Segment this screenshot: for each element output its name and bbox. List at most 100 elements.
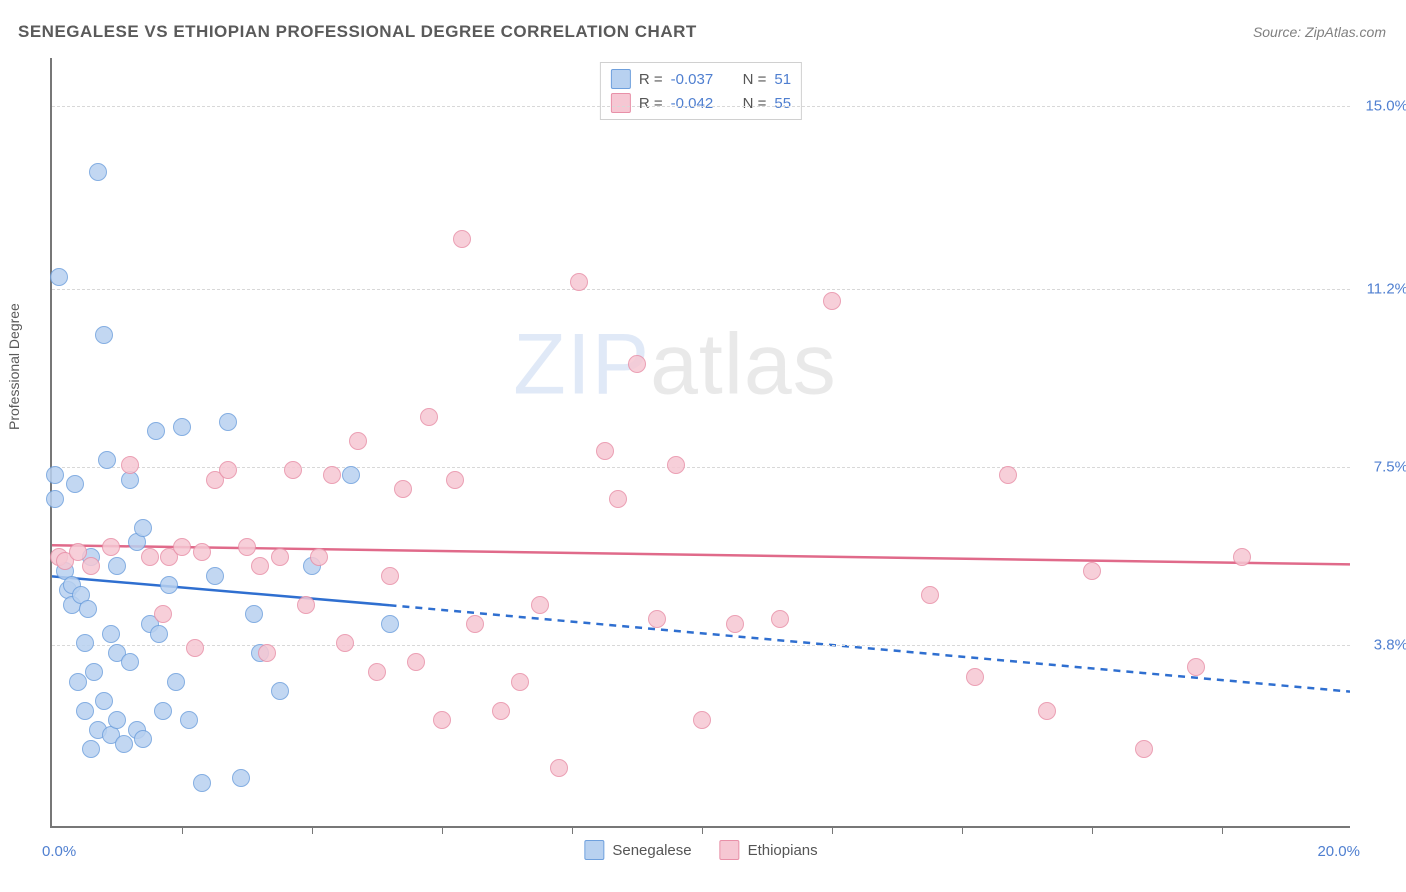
x-tick: [1092, 826, 1093, 834]
scatter-point: [999, 466, 1017, 484]
legend-row: R =-0.042N =55: [611, 91, 791, 115]
scatter-point: [628, 355, 646, 373]
scatter-point: [102, 625, 120, 643]
scatter-point: [466, 615, 484, 633]
scatter-point: [115, 735, 133, 753]
legend-swatch: [720, 840, 740, 860]
scatter-point: [121, 653, 139, 671]
watermark-atlas: atlas: [650, 317, 837, 413]
scatter-point: [82, 557, 100, 575]
x-axis-max-label: 20.0%: [1317, 843, 1360, 860]
scatter-point: [121, 456, 139, 474]
r-label: R =: [639, 71, 663, 88]
x-tick: [702, 826, 703, 834]
trend-line: [389, 605, 1350, 691]
y-tick-label: 11.2%: [1367, 281, 1406, 298]
scatter-point: [966, 668, 984, 686]
scatter-point: [95, 692, 113, 710]
scatter-point: [69, 673, 87, 691]
scatter-point: [446, 471, 464, 489]
scatter-point: [160, 576, 178, 594]
y-tick-label: 7.5%: [1374, 459, 1406, 476]
scatter-point: [368, 663, 386, 681]
x-tick: [442, 826, 443, 834]
scatter-point: [173, 418, 191, 436]
legend-swatch: [584, 840, 604, 860]
scatter-point: [336, 634, 354, 652]
y-axis-label: Professional Degree: [6, 303, 22, 430]
scatter-point: [1187, 658, 1205, 676]
legend-row: R =-0.037N =51: [611, 67, 791, 91]
legend-label: Ethiopians: [748, 842, 818, 859]
series-legend: Senegalese Ethiopians: [584, 840, 817, 860]
scatter-point: [271, 548, 289, 566]
scatter-point: [50, 268, 68, 286]
scatter-point: [771, 610, 789, 628]
scatter-point: [173, 538, 191, 556]
scatter-point: [251, 557, 269, 575]
scatter-point: [134, 730, 152, 748]
scatter-point: [297, 596, 315, 614]
scatter-point: [108, 557, 126, 575]
x-tick: [962, 826, 963, 834]
gridline-h: [52, 645, 1350, 646]
y-tick-label: 3.8%: [1374, 637, 1406, 654]
correlation-legend: R =-0.037N =51R =-0.042N =55: [600, 62, 802, 120]
scatter-point: [245, 605, 263, 623]
scatter-point: [219, 461, 237, 479]
legend-item: Senegalese: [584, 840, 691, 860]
scatter-point: [79, 600, 97, 618]
gridline-h: [52, 289, 1350, 290]
scatter-point: [82, 740, 100, 758]
n-value: 55: [774, 95, 791, 112]
scatter-point: [232, 769, 250, 787]
scatter-point: [150, 625, 168, 643]
scatter-point: [1135, 740, 1153, 758]
scatter-point: [154, 702, 172, 720]
scatter-point: [921, 586, 939, 604]
scatter-point: [89, 163, 107, 181]
scatter-point: [238, 538, 256, 556]
chart-title: SENEGALESE VS ETHIOPIAN PROFESSIONAL DEG…: [18, 22, 697, 42]
scatter-point: [381, 615, 399, 633]
y-tick-label: 15.0%: [1365, 98, 1406, 115]
x-axis-min-label: 0.0%: [42, 843, 76, 860]
scatter-point: [323, 466, 341, 484]
scatter-point: [76, 634, 94, 652]
scatter-point: [258, 644, 276, 662]
legend-item: Ethiopians: [720, 840, 818, 860]
scatter-point: [407, 653, 425, 671]
scatter-point: [193, 543, 211, 561]
scatter-point: [1038, 702, 1056, 720]
scatter-point: [381, 567, 399, 585]
legend-swatch: [611, 69, 631, 89]
x-tick: [312, 826, 313, 834]
scatter-point: [66, 475, 84, 493]
scatter-point: [85, 663, 103, 681]
scatter-point: [186, 639, 204, 657]
scatter-point: [531, 596, 549, 614]
n-value: 51: [774, 71, 791, 88]
scatter-point: [511, 673, 529, 691]
scatter-point: [550, 759, 568, 777]
scatter-point: [667, 456, 685, 474]
scatter-point: [596, 442, 614, 460]
scatter-point: [76, 702, 94, 720]
n-label: N =: [743, 71, 767, 88]
scatter-point: [726, 615, 744, 633]
scatter-point: [46, 466, 64, 484]
scatter-point: [134, 519, 152, 537]
gridline-h: [52, 106, 1350, 107]
scatter-point: [219, 413, 237, 431]
scatter-point: [69, 543, 87, 561]
scatter-point: [98, 451, 116, 469]
watermark: ZIPatlas: [513, 316, 836, 415]
scatter-point: [95, 326, 113, 344]
scatter-point: [46, 490, 64, 508]
x-tick: [572, 826, 573, 834]
scatter-point: [394, 480, 412, 498]
scatter-point: [108, 711, 126, 729]
scatter-point: [206, 567, 224, 585]
scatter-point: [433, 711, 451, 729]
x-tick: [1222, 826, 1223, 834]
